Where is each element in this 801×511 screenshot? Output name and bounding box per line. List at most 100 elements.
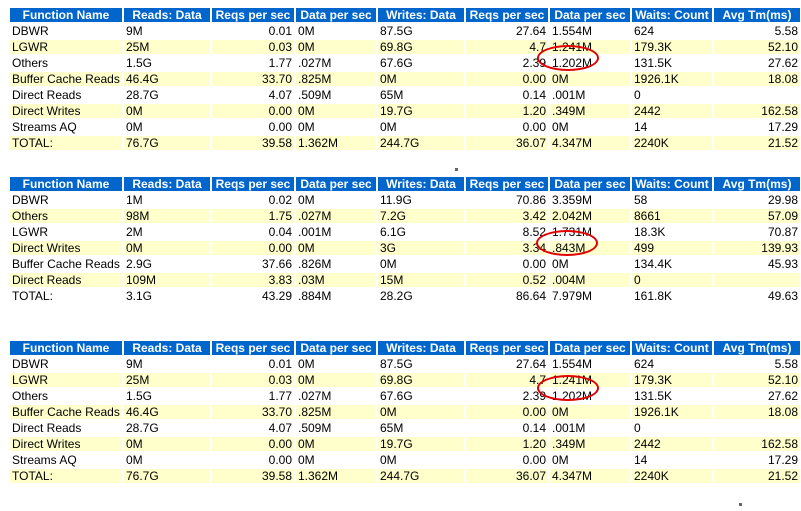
value-cell: 1.20: [466, 104, 548, 118]
value-cell: 0.00: [212, 437, 294, 451]
value-cell: 14: [634, 453, 648, 467]
value-cell: 4.347M: [550, 469, 630, 483]
value-cell: 76.7G: [124, 136, 210, 150]
io-stats-table-3: Function Name Reads: Data Reqs per sec Data…: [8, 339, 801, 485]
value-cell: 6.1G: [380, 225, 407, 239]
value-cell: 46.4G: [124, 405, 210, 419]
value-cell: 1.5G: [126, 56, 153, 70]
io-stats-table-2: Function Name Reads: Data Reqs per sec Data…: [8, 175, 801, 305]
column-header[interactable]: Writes: Data: [378, 8, 464, 22]
function-name-cell: Direct Reads: [10, 273, 122, 287]
value-cell: 7.979M: [552, 289, 593, 303]
column-header[interactable]: Waits: Count: [632, 177, 712, 191]
value-cell: 1.77: [268, 389, 292, 403]
value-cell: 69.8G: [378, 40, 464, 54]
value-cell: 27.64: [515, 24, 546, 38]
table-row: TOTAL: 3.1G 43.29 .884M 28.2G 86.64 7.979M 161.…: [10, 289, 800, 303]
column-header[interactable]: Data per sec: [296, 341, 376, 355]
function-name-cell: Direct Writes: [10, 241, 122, 255]
column-header[interactable]: Data per sec: [296, 177, 376, 191]
value-cell: 39.58: [212, 469, 294, 483]
value-cell: [714, 273, 800, 287]
value-cell: 0M: [378, 405, 464, 419]
value-cell: 27.62: [767, 56, 798, 70]
value-cell: 2442: [632, 104, 712, 118]
value-cell: 9M: [126, 357, 143, 371]
value-cell: 19.7G: [378, 104, 464, 118]
column-header[interactable]: Reads: Data: [124, 177, 210, 191]
column-header[interactable]: Reqs per sec: [466, 177, 548, 191]
value-cell: 162.58: [714, 437, 800, 451]
column-header[interactable]: Reqs per sec: [466, 8, 548, 22]
value-cell: 3.83: [212, 273, 294, 287]
table-row: Direct Reads 28.7G 4.07 .509M 65M 0.14 .001M 0: [10, 421, 800, 435]
column-header[interactable]: Reqs per sec: [212, 8, 294, 22]
column-header[interactable]: Reqs per sec: [212, 177, 294, 191]
column-header[interactable]: Function Name: [10, 8, 122, 22]
value-cell: .03M: [296, 273, 376, 287]
function-name-cell: Direct Reads: [12, 421, 82, 435]
column-header[interactable]: Function Name: [10, 177, 122, 191]
column-header[interactable]: Avg Tm(ms): [714, 341, 800, 355]
value-cell: 2.39: [522, 56, 546, 70]
value-cell: .004M: [550, 273, 630, 287]
value-cell: 87.5G: [380, 24, 413, 38]
value-cell: 0.02: [268, 193, 292, 207]
value-cell: 0.14: [522, 421, 546, 435]
value-cell: 0.00: [522, 120, 546, 134]
value-cell: 36.07: [466, 469, 548, 483]
column-header[interactable]: Reads: Data: [124, 341, 210, 355]
value-cell: 4.347M: [550, 136, 630, 150]
value-cell: 0M: [298, 193, 315, 207]
column-header[interactable]: Writes: Data: [378, 341, 464, 355]
column-header[interactable]: Data per sec: [550, 8, 630, 22]
value-cell: 28.7G: [126, 421, 159, 435]
value-cell: 2240K: [632, 136, 712, 150]
value-cell: .001M: [552, 88, 586, 102]
column-header[interactable]: Writes: Data: [378, 177, 464, 191]
value-cell: 25M: [124, 373, 210, 387]
column-header[interactable]: Data per sec: [550, 177, 630, 191]
column-header[interactable]: Data per sec: [550, 341, 630, 355]
table-row: Buffer Cache Reads 46.4G 33.70.825M 0M 0.00 0…: [10, 405, 800, 419]
value-cell: 21.52: [714, 469, 800, 483]
table-row: Direct Reads 109M 3.83.03M 15M 0.52.004M 0: [10, 273, 800, 287]
value-cell: 1.75: [212, 209, 294, 223]
column-header[interactable]: Function Name: [10, 341, 122, 355]
function-name-cell: DBWR: [12, 193, 49, 207]
value-cell: 2.042M: [550, 209, 630, 223]
column-header[interactable]: Avg Tm(ms): [714, 8, 800, 22]
value-cell: 5.58: [774, 24, 798, 38]
value-cell: 1.241M: [550, 373, 630, 387]
value-cell: 28.2G: [380, 289, 413, 303]
column-header[interactable]: Waits: Count: [632, 8, 712, 22]
value-cell: .001M: [552, 421, 586, 435]
column-header[interactable]: Waits: Count: [632, 341, 712, 355]
function-name-cell: LGWR: [10, 40, 122, 54]
value-cell: 2442: [632, 437, 712, 451]
value-cell: 0.00: [212, 104, 294, 118]
value-cell: 1.5G: [126, 389, 153, 403]
value-cell: 0M: [296, 241, 376, 255]
function-name-cell: LGWR: [10, 373, 122, 387]
column-header[interactable]: Reqs per sec: [466, 341, 548, 355]
value-cell: 0M: [298, 453, 315, 467]
value-cell: 4.07: [268, 88, 292, 102]
stray-mark: [455, 168, 458, 171]
column-header[interactable]: Avg Tm(ms): [714, 177, 800, 191]
value-cell: 1926.1K: [632, 72, 712, 86]
column-header[interactable]: Data per sec: [296, 8, 376, 22]
value-cell: 0: [634, 88, 641, 102]
function-name-cell: Others: [10, 209, 122, 223]
value-cell: 87.5G: [380, 357, 413, 371]
value-cell: 52.10: [714, 40, 800, 54]
value-cell: 179.3K: [632, 373, 712, 387]
table-row: Others 1.5G 1.77 .027M 67.6G 2.39 1.202M 131.5K…: [10, 389, 800, 403]
value-cell: 244.7G: [378, 136, 464, 150]
value-cell: 131.5K: [634, 389, 673, 403]
value-cell: .825M: [296, 72, 376, 86]
value-cell: 0.00: [466, 405, 548, 419]
column-header[interactable]: Reqs per sec: [212, 341, 294, 355]
function-name-cell: Streams AQ: [12, 120, 77, 134]
column-header[interactable]: Reads: Data: [124, 8, 210, 22]
